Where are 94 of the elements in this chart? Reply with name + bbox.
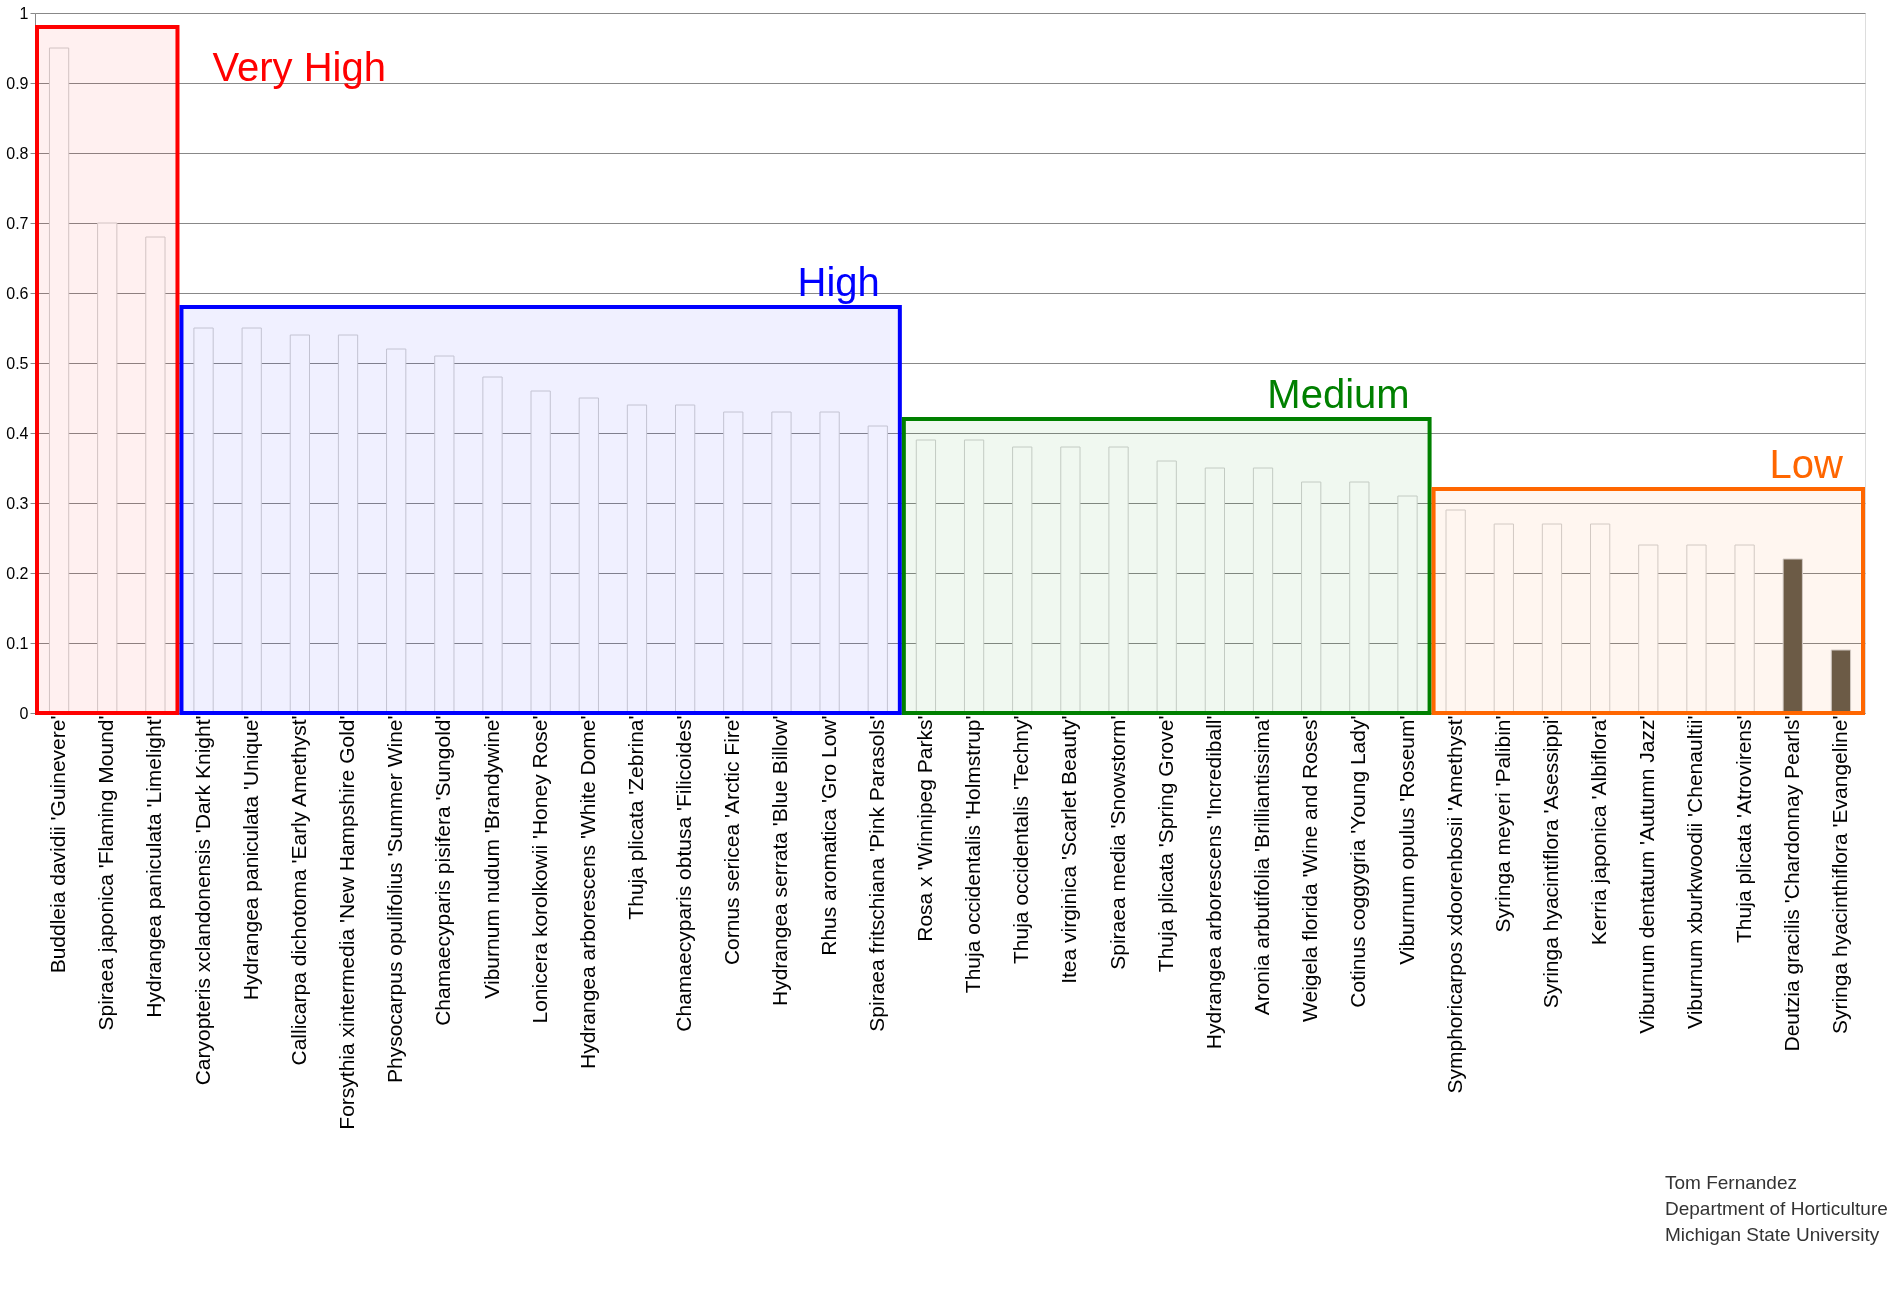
bar bbox=[48, 47, 70, 714]
y-tick-label: 0.4 bbox=[6, 424, 29, 442]
x-tick-label: Cotinus coggygria 'Young Lady' bbox=[1346, 715, 1370, 1008]
x-tick-label: Thuja plicata 'Spring Grove' bbox=[1153, 715, 1177, 973]
x-tick-label: Spiraea japonica 'Flaming Mound' bbox=[94, 715, 118, 1031]
bar bbox=[867, 425, 888, 714]
bar bbox=[289, 334, 310, 714]
x-tick-label: Hydrangea paniculata 'Unique' bbox=[238, 715, 262, 1001]
x-tick-label: Thuja occidentalis 'Holmstrup' bbox=[961, 715, 985, 994]
bar bbox=[1301, 481, 1322, 714]
x-tick-label: Syringa hyacinthiflora 'Evangeline' bbox=[1827, 715, 1851, 1035]
x-tick-label: Hydrangea paniculata 'Limelight' bbox=[142, 715, 166, 1018]
x-tick-label: Thuja plicata 'Atrovirens' bbox=[1731, 715, 1755, 943]
y-tick-label: 0.9 bbox=[6, 74, 29, 92]
bar bbox=[819, 411, 840, 714]
bar bbox=[241, 327, 262, 714]
bar bbox=[771, 411, 792, 714]
x-tick-label: Hydrangea arborescens 'Incrediball' bbox=[1201, 715, 1225, 1050]
x-tick-label: Cornus sericea 'Arctic Fire' bbox=[720, 715, 744, 966]
bar bbox=[578, 397, 599, 714]
x-tick-label: Viburnum nudum 'Brandywine' bbox=[479, 715, 503, 999]
y-tick-label: 0.3 bbox=[6, 494, 29, 512]
x-tick-label: Callicarpa dichotoma 'Early Amethyst' bbox=[286, 715, 310, 1066]
bar bbox=[530, 390, 551, 714]
bar bbox=[97, 222, 118, 714]
bar bbox=[1830, 649, 1852, 714]
text: Michigan State University bbox=[1665, 1224, 1880, 1245]
bar bbox=[1156, 460, 1177, 714]
x-tick-label: Kerria japonica 'Albiflora' bbox=[1587, 715, 1611, 946]
x-tick-label: Buddleia davidii 'Guinevere' bbox=[46, 715, 70, 974]
bar bbox=[482, 376, 503, 714]
x-tick-label: Itea virginica 'Scarlet Beauty' bbox=[1057, 715, 1081, 984]
bar bbox=[1590, 523, 1611, 714]
y-tick-label: 0.1 bbox=[6, 634, 29, 652]
x-tick-label: Symphoricarpos xdoorenbosii 'Amethyst' bbox=[1442, 715, 1466, 1094]
text: Department of Horticulture bbox=[1665, 1198, 1888, 1219]
bar bbox=[1734, 544, 1755, 714]
bar bbox=[626, 404, 648, 714]
band-label: Very High bbox=[212, 45, 386, 89]
y-tick-label: 0 bbox=[19, 704, 29, 722]
band-label: Medium bbox=[1267, 371, 1410, 416]
bar bbox=[1060, 446, 1081, 714]
bar bbox=[1541, 523, 1563, 714]
bar bbox=[915, 439, 937, 714]
bar bbox=[1108, 446, 1129, 714]
bar bbox=[723, 411, 744, 714]
x-tick-label: Lonicera korolkowii 'Honey Rose' bbox=[527, 715, 551, 1024]
x-tick-label: Thuja occidentalis 'Techny' bbox=[1009, 715, 1033, 964]
bar bbox=[1445, 509, 1466, 714]
bar bbox=[386, 348, 407, 714]
bar bbox=[1012, 446, 1033, 714]
bar bbox=[1397, 495, 1418, 714]
band-label: High bbox=[797, 259, 880, 304]
x-tick-label: Syringa meyeri 'Palibin' bbox=[1490, 715, 1514, 933]
bar bbox=[1349, 481, 1370, 714]
bar bbox=[1638, 544, 1659, 714]
x-tick-label: Viburnum xburkwoodii 'Chenaultii' bbox=[1683, 715, 1707, 1029]
bar bbox=[145, 236, 166, 714]
y-tick-label: 0.2 bbox=[6, 564, 29, 582]
y-tick-label: 1 bbox=[19, 4, 29, 22]
y-tick-label: 0.6 bbox=[6, 284, 29, 302]
x-tick-label: Syringa hyacintiflora 'Asessippi' bbox=[1538, 715, 1562, 1009]
bar bbox=[963, 439, 985, 714]
x-tick-label: Aronia arbutifolia 'Brilliantissima' bbox=[1250, 715, 1274, 1016]
bar bbox=[434, 355, 455, 714]
x-tick-label: Rhus aromatica 'Gro Low' bbox=[816, 715, 840, 956]
x-tick-label: Chamaecyparis obtusa 'Filicoides' bbox=[672, 715, 696, 1032]
y-tick-label: 0.5 bbox=[6, 354, 29, 372]
y-tick-label: 0.7 bbox=[6, 214, 29, 232]
x-tick-label: Rosa x 'Winnipeg Parks' bbox=[912, 715, 936, 942]
x-tick-label: Hydrangea serrata 'Blue Billow' bbox=[768, 715, 792, 1006]
bar bbox=[1782, 558, 1803, 714]
bar bbox=[1493, 523, 1514, 714]
band-label: Low bbox=[1769, 441, 1844, 486]
x-tick-label: Viburnum dentatum 'Autumn Jazz' bbox=[1635, 715, 1659, 1034]
x-tick-label: Spiraea fritschiana 'Pink Parasols' bbox=[864, 715, 888, 1032]
bar bbox=[675, 404, 696, 714]
x-tick-label: Hydrangea arborescens 'White Dome' bbox=[575, 715, 599, 1070]
x-tick-label: Physocarpus opulifolius 'Summer Wine' bbox=[383, 715, 407, 1083]
x-tick-label: Deutzia gracilis 'Chardonnay Pearls' bbox=[1779, 715, 1803, 1052]
x-tick-label: Weigela florida 'Wine and Roses' bbox=[1298, 715, 1322, 1022]
text: Tom Fernandez bbox=[1665, 1172, 1798, 1193]
bar bbox=[1686, 544, 1707, 714]
x-tick-label: Viburnum opulus 'Roseum' bbox=[1394, 715, 1418, 965]
y-tick-label: 0.8 bbox=[6, 144, 29, 162]
x-tick-label: Thuja plicata 'Zebrina' bbox=[623, 715, 647, 920]
bar bbox=[193, 327, 214, 714]
bar bbox=[337, 334, 359, 714]
x-tick-label: Spiraea media 'Snowstorm' bbox=[1105, 715, 1129, 970]
x-tick-label: Chamaecyparis pisifera 'Sungold' bbox=[431, 715, 455, 1026]
bar bbox=[1252, 467, 1274, 714]
bar bbox=[1204, 467, 1225, 714]
x-tick-label: Caryopteris xclandonensis 'Dark Knight' bbox=[190, 715, 214, 1086]
x-tick-label: Forsythia xintermedia 'New Hampshire Gold' bbox=[335, 715, 359, 1130]
